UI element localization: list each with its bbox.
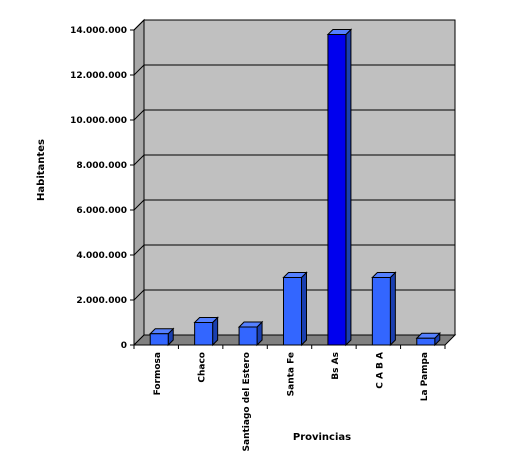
y-tick-label: 2.000.000 — [76, 296, 127, 306]
x-tick-label: Formosa — [153, 352, 163, 395]
y-tick-label: 12.000.000 — [70, 71, 127, 81]
bar — [415, 332, 441, 347]
y-tick-labels: 0 2.000.000 4.000.000 6.000.000 8.000.000 10.… — [70, 26, 127, 351]
side-wall — [133, 18, 145, 347]
axes — [130, 29, 446, 349]
bar-front — [371, 277, 391, 346]
bar-side — [301, 271, 307, 347]
y-tick-label: 10.000.000 — [70, 116, 127, 126]
y-tick-label: 14.000.000 — [70, 26, 127, 36]
y-tick-label: 8.000.000 — [76, 161, 127, 171]
x-tick-label: C A B A — [375, 352, 385, 389]
x-axis-title: Provincias — [293, 432, 351, 443]
x-tick-label: Santiago del Estero — [242, 352, 252, 451]
bar-front — [283, 277, 302, 346]
bar — [371, 271, 397, 347]
y-axis-title: Habitantes — [36, 139, 47, 201]
bar — [326, 28, 353, 347]
y-tick-label: 4.000.000 — [76, 251, 127, 261]
bar — [193, 316, 219, 347]
x-tick-label: La Pampa — [420, 352, 430, 401]
bars — [149, 28, 441, 347]
bar — [237, 320, 264, 347]
bar-front — [149, 333, 169, 346]
x-tick-label: Bs As — [331, 352, 341, 380]
x-tick-label: Chaco — [198, 352, 208, 383]
y-tick-label: 6.000.000 — [76, 206, 127, 216]
bar-front — [194, 322, 214, 346]
x-tick-labels: Formosa Chaco Santiago del Estero Santa Fe B… — [153, 352, 430, 452]
bar-front — [416, 337, 436, 346]
bar — [149, 327, 175, 347]
bar — [282, 271, 308, 347]
gridline — [133, 19, 455, 31]
y-tick-label: 0 — [121, 341, 127, 351]
x-tick-label: Santa Fe — [287, 352, 297, 396]
bar-front — [238, 326, 258, 346]
bar-side — [389, 271, 396, 347]
bar-side — [345, 28, 352, 347]
bar-front — [327, 34, 347, 346]
